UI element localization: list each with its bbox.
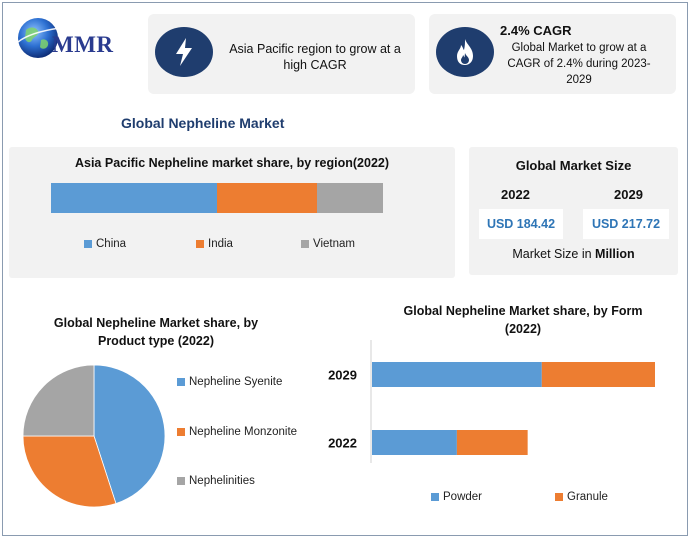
product-type-pie-chart [22,364,166,508]
legend-item-india: India [196,238,233,250]
chart-title: Asia Pacific Nepheline market share, by … [74,156,390,170]
bar-2022-granule [456,430,528,455]
region-bar-india [217,183,317,213]
year-2022-label: 2022 [501,187,530,202]
bar-2029-granule [541,362,655,387]
bar-2022-powder [372,430,457,455]
legend-label: Nepheline Monzonite [189,426,298,438]
legend-swatch [84,240,92,248]
flame-icon [457,39,473,65]
category-label-2022: 2022 [328,436,357,451]
unit-bold: Million [595,247,635,261]
legend-swatch [196,240,204,248]
form-bar-chart: 2029 2022 [328,340,655,463]
legend-label: Nephelinities [189,475,255,487]
info-card-text: Asia Pacific region to grow at a high CA… [229,42,401,72]
category-label-2029: 2029 [328,368,357,383]
region-bar-vietnam [316,183,383,213]
region-bar-china [51,183,217,213]
legend-label: Vietnam [313,238,355,250]
market-value-2029: USD 217.72 [583,209,669,239]
brand-name: MMR [52,32,114,57]
cagr-heading: 2.4% CAGR [500,23,572,38]
legend-swatch [177,378,185,386]
bar-2029-powder [372,362,542,387]
market-size-unit: Market Size in Million [469,247,678,261]
info-card-apac-growth: Asia Pacific region to grow at a high CA… [148,14,415,94]
legend-item-vietnam: Vietnam [301,238,355,250]
legend-label: Granule [567,491,608,503]
legend-swatch [177,428,185,436]
legend-swatch [301,240,309,248]
legend-label: Nepheline Syenite [189,376,283,388]
pie-chart-title: Global Nepheline Market share, by Produc… [53,316,259,348]
pie-slice-nepheline-syenite [93,364,166,505]
year-2029-label: 2029 [614,187,643,202]
form-chart-title: Global Nepheline Market share, by Form (… [403,304,643,336]
legend-label: Powder [443,491,482,503]
legend-label: India [208,238,233,250]
legend-swatch [177,477,185,485]
mmr-logo: MMR [12,10,138,72]
legend-item-china: China [84,238,126,250]
lightning-icon [176,38,192,66]
info-card-cagr: 2.4% CAGR Global Market to grow at a CAG… [429,14,676,94]
main-title: Global Nepheline Market [121,115,285,131]
legend-item-granule: Granule [555,491,608,503]
legend-item-powder: Powder [431,491,482,503]
legend-item-nephelinities: Nephelinities [177,475,255,487]
pie-slice-nepheline-monzonite [22,435,117,508]
legend-swatch [431,493,439,501]
unit-prefix: Market Size in [512,247,592,261]
lightning-icon-badge [155,27,213,77]
market-value-2022: USD 184.42 [479,209,563,239]
market-size-title: Global Market Size [515,158,632,173]
region-share-panel: Asia Pacific Nepheline market share, by … [9,147,455,278]
market-size-panel: Global Market Size 2022 2029 USD 184.42 … [469,147,678,275]
info-card-text: Global Market to grow at a CAGR of 2.4% … [507,42,651,86]
legend-item-nepheline-monzonite: Nepheline Monzonite [177,426,297,438]
globe-icon [17,18,60,58]
legend-swatch [555,493,563,501]
flame-icon-badge [436,27,494,77]
pie-slice-nephelinities [22,364,95,437]
legend-label: China [96,238,127,250]
legend-item-nepheline-syenite: Nepheline Syenite [177,376,282,388]
